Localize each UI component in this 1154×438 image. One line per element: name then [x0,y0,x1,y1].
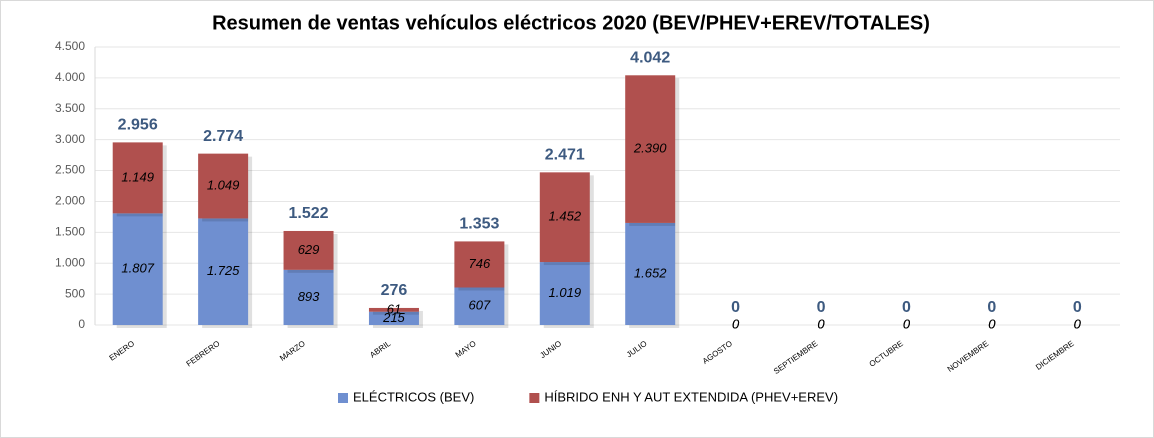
value-label: 0 [903,316,911,331]
value-label: 607 [469,298,491,313]
bar-segment [539,172,590,263]
total-label: 2.956 [118,117,158,134]
total-label: 1.522 [289,205,329,222]
value-label: 0 [732,316,740,331]
y-tick-label: 1.500 [55,225,85,239]
value-label: 893 [298,289,320,304]
bar-segment [539,262,590,325]
value-label: 1.807 [121,261,154,276]
value-label: 2.390 [633,141,667,156]
value-label: 0 [817,316,825,331]
value-label: 0 [988,316,996,331]
bar-segment [198,218,249,325]
bar-segment [368,307,419,312]
y-tick-label: 0 [78,317,85,331]
value-label: 1.149 [121,169,154,184]
value-label: 215 [382,310,405,325]
legend-swatch [338,393,348,403]
total-label: 2.774 [203,128,243,145]
bar-segment [454,287,505,325]
bar-segment [112,213,163,325]
value-label: 0 [817,316,825,331]
value-label: 1.652 [634,265,667,280]
total-label: 0 [987,299,996,316]
y-tick-label: 4.000 [55,70,85,84]
total-label: 0 [902,299,911,316]
bar-segment [283,230,334,270]
value-label: 1.452 [549,209,582,224]
y-tick-label: 4.500 [55,39,85,53]
y-tick-label: 500 [65,286,85,300]
value-label: 0 [1074,316,1082,331]
bar-segment [368,311,419,325]
value-label: 746 [469,256,491,271]
value-label: 0 [903,316,911,331]
value-label: 0 [988,316,996,331]
total-label: 276 [381,282,408,299]
bar-segment [625,75,676,223]
bar-segment [112,142,163,214]
y-tick-label: 1.000 [55,255,85,269]
bar-shadow [372,310,423,315]
total-label: 2.471 [545,147,585,164]
value-label: 0 [1074,316,1082,331]
y-tick-label: 2.500 [55,163,85,177]
y-tick-label: 3.000 [55,132,85,146]
value-label: 1.049 [207,177,240,192]
total-label: 0 [731,299,740,316]
total-label: 0 [1073,299,1082,316]
legend-label: ELÉCTRICOS (BEV) [353,389,474,404]
total-label: 1.353 [459,216,499,233]
value-label: 61 [387,301,401,316]
legend-label: HÍBRIDO ENH Y AUT EXTENDIDA (PHEV+EREV) [544,389,838,404]
bar-segment [283,269,334,325]
y-tick-label: 2.000 [55,194,85,208]
legend-swatch [529,393,540,403]
chart-title: Resumen de ventas vehículos eléctricos 2… [212,12,930,34]
total-label: 0 [817,299,826,316]
bar-segment [625,222,676,325]
y-tick-label: 3.500 [55,101,85,115]
value-label: 1.725 [207,263,240,278]
bar-segment [454,241,505,288]
bar-segment [198,153,249,219]
value-label: 629 [298,242,320,257]
value-label: 0 [732,316,740,331]
value-label: 1.019 [549,285,582,300]
total-label: 4.042 [630,50,670,67]
